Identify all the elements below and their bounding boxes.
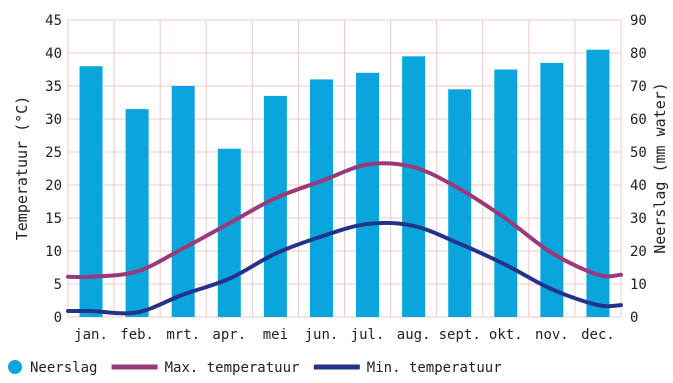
x-tick-label: okt.: [489, 327, 523, 343]
y-right-tick-label: 40: [630, 178, 647, 194]
y-right-tick-label: 90: [630, 13, 647, 29]
y-left-tick-label: 35: [45, 79, 62, 95]
x-tick-label: mei: [263, 327, 288, 343]
neerslag-bar: [125, 109, 149, 317]
x-tick-label: sept.: [439, 327, 481, 343]
y-axis-right-title: Neerslag (mm water): [651, 82, 669, 254]
neerslag-bar: [540, 62, 564, 318]
x-tick-label: jun.: [305, 327, 339, 343]
x-tick-label: mrt.: [166, 327, 200, 343]
min-temperature-line: [66, 220, 623, 316]
legend-swatch-circle: [8, 360, 22, 374]
neerslag-bar: [448, 89, 472, 317]
legend-item: Max. temperatuur: [111, 360, 300, 376]
neerslag-bar: [356, 72, 380, 317]
bar-layer: [79, 49, 610, 318]
y-left-tick-label: 15: [45, 211, 62, 227]
neerslag-bar: [494, 69, 518, 317]
x-tick-label: jan.: [74, 327, 108, 343]
y-axis-left-title: Temperatuur (°C): [13, 96, 31, 241]
max-temperature-line: [66, 161, 623, 280]
y-left-tick-label: 20: [45, 178, 62, 194]
y-right-tick-label: 30: [630, 211, 647, 227]
y-left-tick-label: 25: [45, 145, 62, 161]
tick-layer: 0 5 10 15 20 25 30 35 40 45 0 10 20 30 40 50 60 70 80 90 jan…: [45, 13, 647, 343]
y-right-tick-label: 70: [630, 79, 647, 95]
neerslag-bar: [402, 56, 426, 318]
neerslag-bar: [309, 79, 333, 318]
neerslag-bar: [217, 148, 241, 317]
x-tick-label: jul.: [351, 327, 385, 343]
legend-label: Min. temperatuur: [367, 360, 502, 376]
neerslag-bar: [586, 49, 610, 317]
y-left-tick-label: 45: [45, 13, 62, 29]
legend-item: Neerslag: [8, 360, 97, 376]
y-right-tick-label: 10: [630, 277, 647, 293]
y-left-tick-label: 0: [54, 310, 62, 326]
x-tick-label: nov.: [535, 327, 569, 343]
y-right-tick-label: 50: [630, 145, 647, 161]
legend: Neerslag Max. temperatuur Min. temperatuur: [8, 360, 502, 376]
legend-item: Min. temperatuur: [313, 360, 502, 376]
neerslag-bar: [263, 95, 287, 318]
y-left-tick-label: 5: [54, 277, 62, 293]
x-tick-label: apr.: [212, 327, 246, 343]
y-left-tick-label: 40: [45, 46, 62, 62]
y-right-tick-label: 20: [630, 244, 647, 260]
x-tick-label: feb.: [120, 327, 154, 343]
line-layer: [66, 161, 623, 316]
neerslag-bar: [171, 86, 195, 317]
y-right-tick-label: 60: [630, 112, 647, 128]
legend-label: Neerslag: [30, 360, 97, 376]
y-left-tick-label: 30: [45, 112, 62, 128]
y-right-tick-label: 80: [630, 46, 647, 62]
x-tick-label: aug.: [397, 327, 431, 343]
grid-layer: [67, 19, 622, 318]
y-left-tick-label: 10: [45, 244, 62, 260]
neerslag-bar: [79, 66, 103, 317]
y-right-tick-label: 0: [630, 310, 638, 326]
x-tick-label: dec.: [581, 327, 615, 343]
legend-label: Max. temperatuur: [165, 360, 300, 376]
